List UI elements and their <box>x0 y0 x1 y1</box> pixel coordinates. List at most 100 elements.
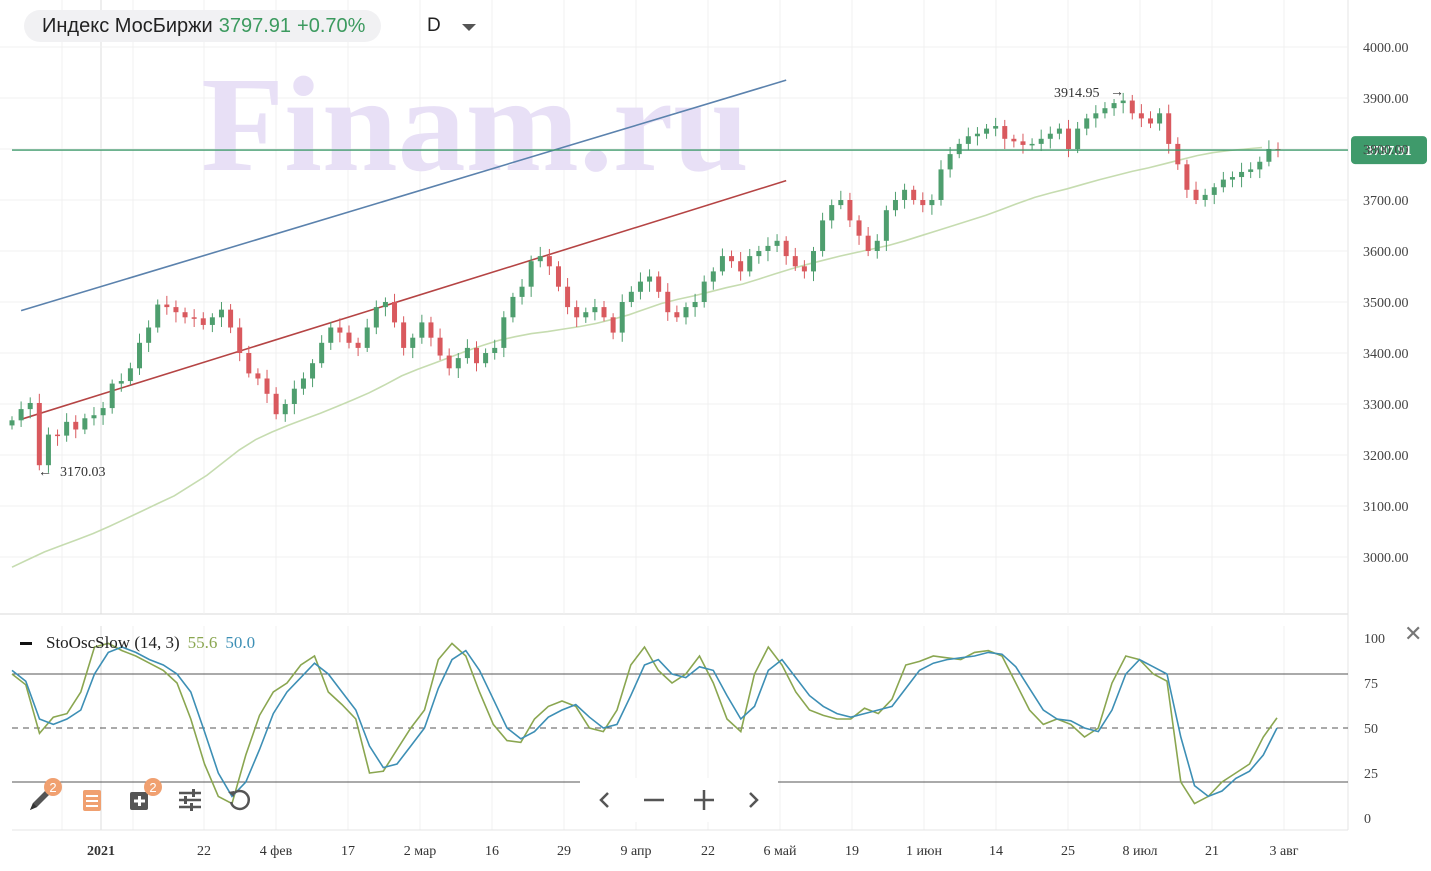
candle-body <box>792 256 798 267</box>
candle-body <box>27 402 33 410</box>
candle-body <box>874 240 880 251</box>
candle-body <box>911 189 917 200</box>
candle-body <box>455 358 461 369</box>
price-tick-label: 3900.00 <box>1363 92 1409 107</box>
settings-sliders-icon[interactable] <box>172 782 208 818</box>
chevron-down-icon[interactable] <box>462 24 476 31</box>
price-tick-label: 3200.00 <box>1363 449 1409 464</box>
interval-selector[interactable]: D <box>427 15 441 36</box>
time-tick-label: 2 мар <box>404 844 436 859</box>
candle-body <box>282 404 288 415</box>
candle-body <box>146 327 152 343</box>
candle-body <box>1220 179 1226 188</box>
symbol-change: +0.70% <box>297 14 366 37</box>
candle-body <box>1129 100 1135 114</box>
candle-body <box>1020 141 1026 145</box>
price-tick-label: 3700.00 <box>1363 194 1409 209</box>
candle-body <box>1248 169 1254 172</box>
osc-k-line <box>11 642 1278 805</box>
candle-body <box>1157 113 1163 124</box>
candle-body <box>437 337 443 356</box>
candle-body <box>91 415 97 419</box>
candle-body <box>346 332 352 343</box>
candle-body <box>1111 103 1117 109</box>
candle-body <box>164 304 170 308</box>
candle-body <box>810 251 816 272</box>
price-tick-label: 4000.00 <box>1363 41 1409 56</box>
candle-body <box>610 317 616 333</box>
zoom-in-icon[interactable] <box>684 780 724 820</box>
time-tick-label: 14 <box>989 844 1003 859</box>
candle-body <box>401 322 407 348</box>
candle-body <box>1029 143 1035 146</box>
candle-body <box>73 421 79 430</box>
time-tick-label: 6 май <box>764 844 797 859</box>
oscillator-name: StoOscSlow (14, 3) <box>46 633 180 652</box>
candle-body <box>592 307 598 313</box>
candle-body <box>246 353 252 374</box>
high-arrow-icon: → <box>1110 85 1124 100</box>
candle-body <box>528 261 534 287</box>
time-tick-label: 2021 <box>87 844 115 859</box>
candle-body <box>55 434 61 437</box>
candle-body <box>328 327 334 343</box>
upper-trend-line <box>20 79 787 312</box>
price-tick-label: 3000.00 <box>1363 551 1409 566</box>
candle-body <box>637 281 643 292</box>
candle-body <box>965 136 971 144</box>
add-indicator-icon[interactable]: 2 <box>122 778 162 818</box>
candle-body <box>173 307 179 313</box>
time-tick-label: 4 фев <box>260 844 293 859</box>
candle-body <box>137 342 143 369</box>
legend-dash-icon <box>20 641 32 645</box>
candle-body <box>1193 189 1199 200</box>
moving-average-path <box>11 146 1263 568</box>
pencil-icon[interactable]: 2 <box>22 778 62 818</box>
candle-body <box>319 342 325 364</box>
candle-body <box>109 383 115 409</box>
watermark: Finam.ru <box>201 50 749 200</box>
close-icon[interactable]: ✕ <box>1404 622 1423 647</box>
candle-body <box>984 128 990 134</box>
list-icon[interactable] <box>74 782 110 818</box>
candle-body <box>373 307 379 328</box>
osc-tick-label: 0 <box>1364 812 1371 827</box>
lower-trend-line <box>20 179 787 421</box>
candle-body <box>410 337 416 348</box>
price-tick-label: 3800.00 <box>1363 143 1409 158</box>
candle-body <box>692 302 698 308</box>
chevron-left-icon[interactable] <box>585 780 625 820</box>
candle-body <box>619 302 625 333</box>
candle-body <box>774 240 780 246</box>
zoom-out-icon[interactable] <box>634 780 674 820</box>
chevron-right-icon[interactable] <box>733 780 773 820</box>
candle-body <box>446 355 452 369</box>
candle-body <box>838 200 844 206</box>
current-price-line: 3797.91 <box>12 136 1427 165</box>
symbol-header[interactable]: Индекс МосБиржи 3797.91 +0.70% <box>24 10 382 42</box>
candle-body <box>428 322 434 338</box>
candle-body <box>300 378 306 389</box>
trend-lines[interactable] <box>20 79 787 421</box>
price-tick-label: 3100.00 <box>1363 500 1409 515</box>
candle-body <box>929 200 935 206</box>
candle-body <box>565 286 571 308</box>
badge-icon: 2 <box>44 778 62 796</box>
current-price-tag <box>1351 136 1427 165</box>
candle-body <box>555 266 561 287</box>
candle-body <box>683 307 689 318</box>
price-tick-label: 3300.00 <box>1363 398 1409 413</box>
candle-body <box>182 312 188 318</box>
candle-body <box>820 220 826 251</box>
candle-body <box>856 220 862 236</box>
osc-tick-label: 25 <box>1364 767 1378 782</box>
candle-body <box>255 373 261 379</box>
candle-body <box>1011 138 1017 142</box>
time-tick-label: 9 апр <box>620 844 651 859</box>
candle-body <box>719 256 725 272</box>
candle-body <box>902 189 908 200</box>
candle-body <box>938 169 944 200</box>
reset-icon[interactable] <box>222 782 258 818</box>
candle-body <box>382 302 388 308</box>
